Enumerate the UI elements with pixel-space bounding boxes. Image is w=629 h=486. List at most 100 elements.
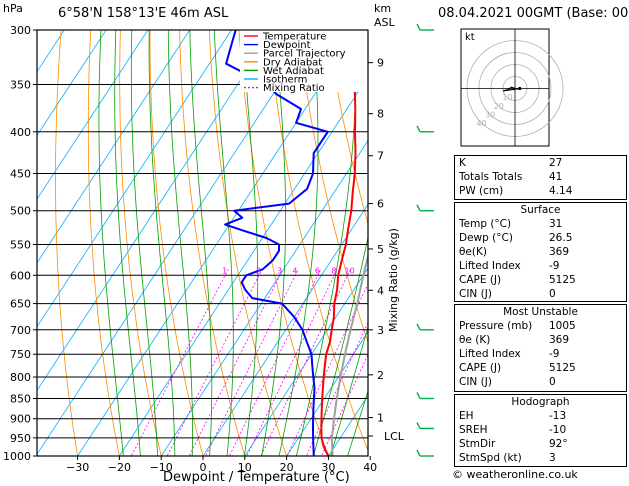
legend-label: Wet Adiabat (263, 66, 324, 77)
wind-barb-icon (416, 422, 434, 430)
legend-label: Dewpoint (263, 40, 311, 51)
isotherm-line (118, 76, 368, 456)
surface-row: Lifted Index -9 (459, 260, 560, 272)
mixing-ratio-label: 4 (292, 266, 297, 275)
pressure-tick-label: 850 (10, 392, 31, 405)
mixing-ratio-label: 8 (331, 266, 336, 275)
isotherm-line (37, 30, 149, 200)
hodograph-index-row: EH -13 (459, 410, 567, 422)
hodograph-index-row: StmDir 92° (459, 438, 568, 450)
most-unstable-row: Lifted Index -9 (459, 348, 560, 360)
dry-adiabat-line (55, 30, 79, 456)
isotherm-line (37, 30, 233, 328)
surface-row: Dewp (°C) 26.5 (459, 232, 573, 244)
index-row-pw: PW (cm) 4.14 (459, 185, 573, 197)
temperature-tick-label: −10 (150, 461, 173, 474)
hodograph-ring-label: 10 (502, 93, 512, 102)
temperature-tick-label: 20 (280, 461, 294, 474)
most-unstable-row: CIN (J) 0 (459, 376, 556, 388)
pressure-tick-label: 600 (10, 269, 31, 282)
most-unstable-row: θe (K) 369 (459, 334, 570, 346)
storm-motion-marker (518, 86, 522, 91)
index-row-k: K 27 (459, 157, 563, 169)
hodograph-frame (460, 28, 550, 147)
height-tick-label: 6 (377, 198, 384, 211)
datetime-title: 08.04.2021 00GMT (Base: 00) (438, 6, 629, 21)
legend-label: Temperature (262, 32, 326, 43)
mixing-ratio-line (166, 269, 263, 456)
isotherm-line (244, 267, 368, 456)
surface-box: Surface Temp (°C) 31 Dewp (°C) 26.5 θe(K) 3… (454, 202, 627, 302)
wind-barb-icon (416, 392, 434, 400)
isotherm-line (286, 331, 368, 456)
surface-title: Surface (520, 204, 561, 216)
mixing-ratio-axis-label: Mixing Ratio (g/kg) (387, 228, 400, 332)
hodograph-ring-label: 30 (485, 110, 495, 119)
pressure-tick-label: 400 (10, 126, 31, 139)
height-tick-label: 7 (377, 150, 384, 163)
height-tick-label: 4 (377, 284, 384, 297)
pressure-tick-label: 650 (10, 298, 31, 311)
wind-barb-icon (416, 204, 434, 212)
dewpoint-trace (224, 30, 329, 456)
mixing-ratio-line (321, 353, 368, 456)
wet-adiabat-line (189, 30, 213, 456)
pressure-tick-label: 500 (10, 205, 31, 218)
isotherm-line (37, 30, 65, 73)
wind-barb-icon (416, 449, 434, 457)
pressure-tick-label: 1000 (3, 450, 31, 463)
mixing-ratio-label: 10 (345, 266, 355, 275)
surface-row: Temp (°C) 31 (459, 218, 563, 230)
hodograph-unit-label: kt (465, 32, 475, 43)
mixing-ratio-line (130, 269, 229, 456)
mixing-ratio-label: 3 (277, 266, 282, 275)
height-tick-label: 2 (377, 369, 384, 382)
height-tick-label: 3 (377, 324, 384, 337)
most-unstable-box: Most Unstable Pressure (mb) 1005 θe (K) 36… (454, 304, 627, 392)
wind-barb-icon (416, 125, 434, 133)
wet-adiabat-line (330, 325, 368, 456)
pressure-tick-label: 350 (10, 79, 31, 92)
wet-adiabat-line (167, 30, 193, 456)
isotherm-line (160, 139, 368, 456)
mixing-ratio-label: 1 (222, 266, 227, 275)
x-axis-label: Dewpoint / Temperature (°C) (163, 470, 350, 485)
surface-row: CIN (J) 0 (459, 288, 556, 300)
wind-barb-icon (416, 23, 434, 31)
mixing-ratio-line (228, 269, 322, 456)
pressure-tick-label: 550 (10, 238, 31, 251)
height-unit-label: km (374, 2, 392, 15)
pressure-tick-label: 800 (10, 371, 31, 384)
height-tick-label: 8 (377, 108, 384, 121)
mixing-ratio-line (188, 269, 284, 456)
mixing-ratio-label: 15 (369, 266, 379, 275)
wind-barb-icon (416, 323, 434, 331)
mixing-ratio-label: 2 (256, 266, 261, 275)
top-indices-box: K 27 Totals Totals 41 PW (cm) 4.14 (454, 155, 627, 200)
pressure-unit-label: hPa (3, 2, 23, 15)
legend-background (240, 30, 368, 92)
parcel-trajectory-trace (330, 252, 368, 456)
pressure-tick-label: 950 (10, 432, 31, 445)
credit-text: © weatheronline.co.uk (452, 468, 578, 481)
wet-adiabat-line (148, 30, 176, 456)
location-title: 6°58'N 158°13'E 46m ASL (58, 6, 229, 21)
temperature-tick-label: −30 (66, 461, 89, 474)
temperature-tick-label: −20 (108, 461, 131, 474)
hodograph-index-row: StmSpd (kt) 3 (459, 452, 556, 464)
legend-label: Parcel Trajectory (263, 49, 346, 60)
pressure-tick-label: 750 (10, 348, 31, 361)
hodograph-trace (502, 86, 520, 92)
height-tick-label: 5 (377, 243, 384, 256)
hodograph-index-box: Hodograph EH -13 SREH -10 StmDir 92° StmSpd… (454, 394, 627, 467)
pressure-tick-label: 900 (10, 413, 31, 426)
hodograph-ring-label: 20 (494, 102, 504, 111)
height-tick-label: 9 (377, 57, 384, 70)
pressure-tick-label: 700 (10, 324, 31, 337)
most-unstable-row: Pressure (mb) 1005 (459, 320, 576, 332)
hodograph-index-title: Hodograph (511, 396, 570, 408)
mixing-ratio-label: 6 (315, 266, 320, 275)
